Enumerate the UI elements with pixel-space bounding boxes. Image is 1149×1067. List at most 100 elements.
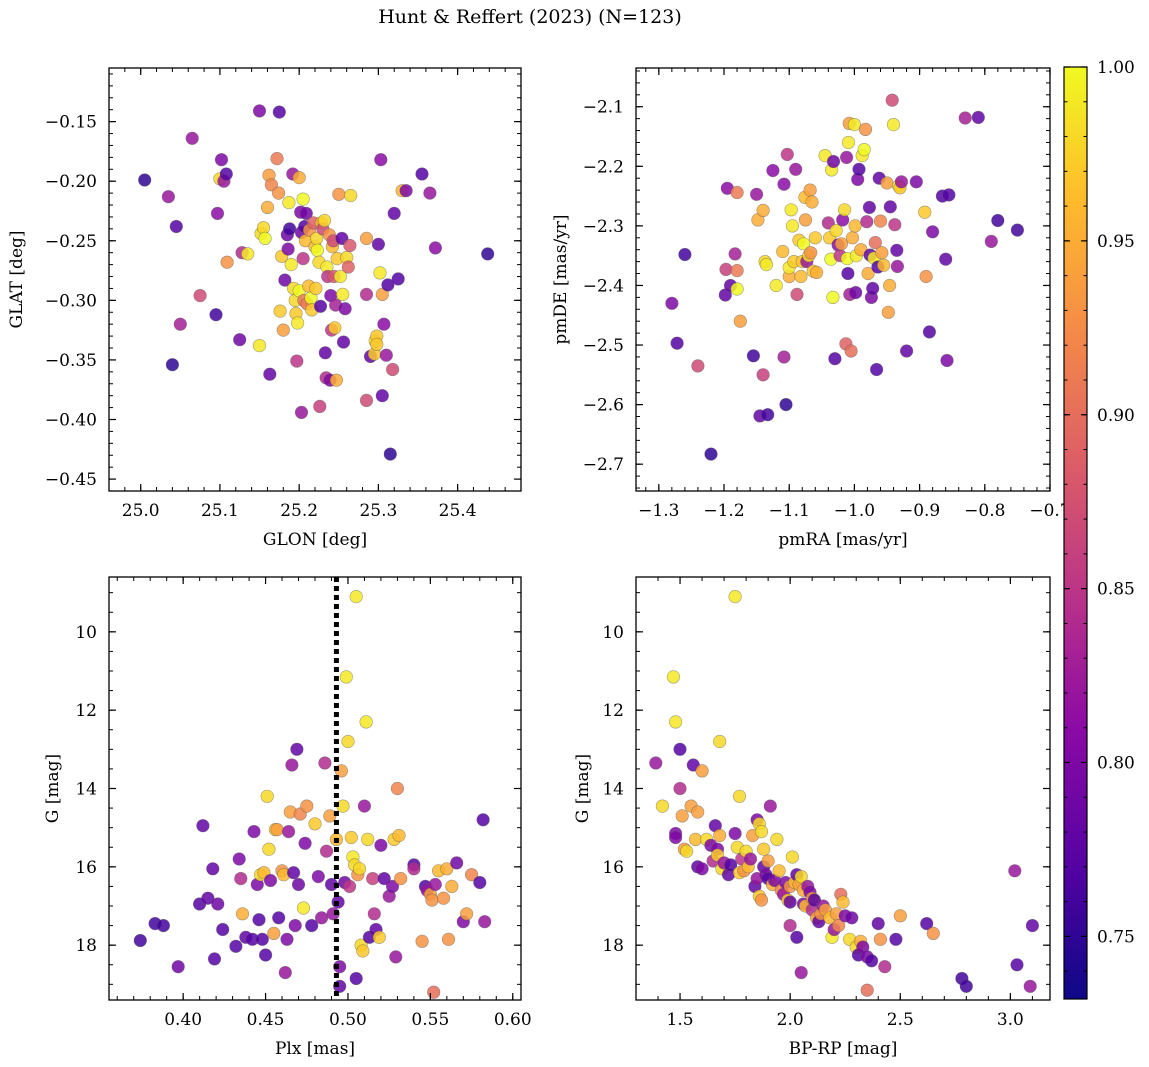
y-tick-label: −0.20 xyxy=(45,172,97,192)
data-point xyxy=(861,266,875,281)
data-point xyxy=(922,325,937,339)
data-point xyxy=(272,186,286,200)
data-point xyxy=(808,231,822,245)
x-tick-label: 2.0 xyxy=(777,1010,804,1030)
data-point xyxy=(875,246,889,260)
data-point xyxy=(883,200,897,214)
data-point xyxy=(837,203,852,217)
x-tick-label: 0.60 xyxy=(494,1010,532,1030)
data-point xyxy=(385,879,400,894)
data-point xyxy=(379,348,393,362)
data-point xyxy=(201,891,215,905)
panel-top-left: 25.0 25.1 25.2 25.3 25.4 −0.45 −0.40 −0.35 −0.30… xyxy=(7,67,522,550)
y-tick-label: −0.30 xyxy=(45,291,97,311)
data-point xyxy=(247,824,261,839)
data-point xyxy=(341,734,355,749)
data-point xyxy=(649,756,663,770)
data-point xyxy=(281,242,295,256)
data-point xyxy=(356,944,370,958)
data-point xyxy=(673,781,687,796)
y-axis-label: G [mag] xyxy=(43,754,63,823)
data-point xyxy=(336,335,351,349)
x-axis-label: Plx [mas] xyxy=(275,1039,355,1059)
data-point xyxy=(665,296,679,310)
data-point xyxy=(260,789,274,803)
data-point xyxy=(719,262,733,277)
data-point xyxy=(375,389,389,403)
data-point xyxy=(920,916,934,931)
data-point xyxy=(349,589,363,604)
scatter-points xyxy=(138,104,495,461)
y-tick-label: −0.45 xyxy=(45,470,97,490)
x-tick-label: −0.8 xyxy=(964,501,1005,521)
data-point xyxy=(425,893,439,907)
data-point xyxy=(267,926,281,941)
data-point xyxy=(415,167,429,181)
data-point xyxy=(772,864,786,878)
data-point xyxy=(890,243,904,257)
data-point xyxy=(292,171,306,185)
data-point xyxy=(309,281,323,296)
data-point xyxy=(939,252,953,266)
data-point xyxy=(333,960,347,974)
data-point xyxy=(423,186,437,200)
data-point xyxy=(785,850,800,864)
data-point xyxy=(173,317,187,331)
data-point xyxy=(783,918,797,933)
data-point xyxy=(169,219,183,234)
data-point xyxy=(220,255,234,269)
data-point xyxy=(332,187,346,201)
data-point xyxy=(389,950,403,964)
data-point xyxy=(809,265,824,280)
data-point xyxy=(779,398,793,412)
y-tick-label: 10 xyxy=(602,623,624,643)
x-tick-label: 1.5 xyxy=(667,1010,694,1030)
data-point xyxy=(328,321,342,335)
x-tick-label: −1.3 xyxy=(638,501,679,521)
y-axis-label: GLAT [deg] xyxy=(7,230,27,328)
data-point xyxy=(272,105,286,119)
data-point xyxy=(161,190,175,204)
data-point xyxy=(770,832,784,847)
data-point xyxy=(333,269,348,284)
x-tick-label: 2.5 xyxy=(887,1010,914,1030)
data-point xyxy=(666,670,681,684)
data-point xyxy=(338,302,352,316)
data-point xyxy=(196,819,210,833)
data-point xyxy=(282,196,296,210)
data-point xyxy=(329,373,344,387)
figure-title: Hunt & Reffert (2023) (N=123) xyxy=(378,6,682,28)
data-point xyxy=(728,589,742,604)
data-point xyxy=(713,734,727,749)
data-point xyxy=(349,971,363,986)
data-point xyxy=(207,952,222,966)
data-point xyxy=(361,832,375,847)
data-point xyxy=(885,93,899,107)
data-point xyxy=(270,152,284,166)
data-point xyxy=(942,188,956,202)
data-point xyxy=(882,278,897,293)
data-point xyxy=(441,932,456,946)
data-point xyxy=(336,287,350,302)
data-point xyxy=(785,219,800,233)
x-tick-label: −0.9 xyxy=(899,501,940,521)
data-point xyxy=(374,153,388,167)
data-point xyxy=(313,299,328,313)
data-point xyxy=(252,339,267,353)
data-point xyxy=(803,183,817,197)
data-point xyxy=(794,869,808,884)
x-tick-label: 0.55 xyxy=(411,1010,449,1030)
data-point xyxy=(852,162,866,176)
data-point xyxy=(899,344,914,358)
data-point xyxy=(263,367,277,381)
y-tick-label: −0.40 xyxy=(45,411,97,431)
data-point xyxy=(308,817,322,831)
data-point xyxy=(845,911,859,925)
data-point xyxy=(445,879,459,894)
data-point xyxy=(971,110,985,124)
y-axis-label: G [mag] xyxy=(573,754,593,823)
data-point xyxy=(298,836,312,850)
data-point xyxy=(210,206,225,220)
data-point xyxy=(940,353,954,368)
data-point xyxy=(873,214,888,228)
